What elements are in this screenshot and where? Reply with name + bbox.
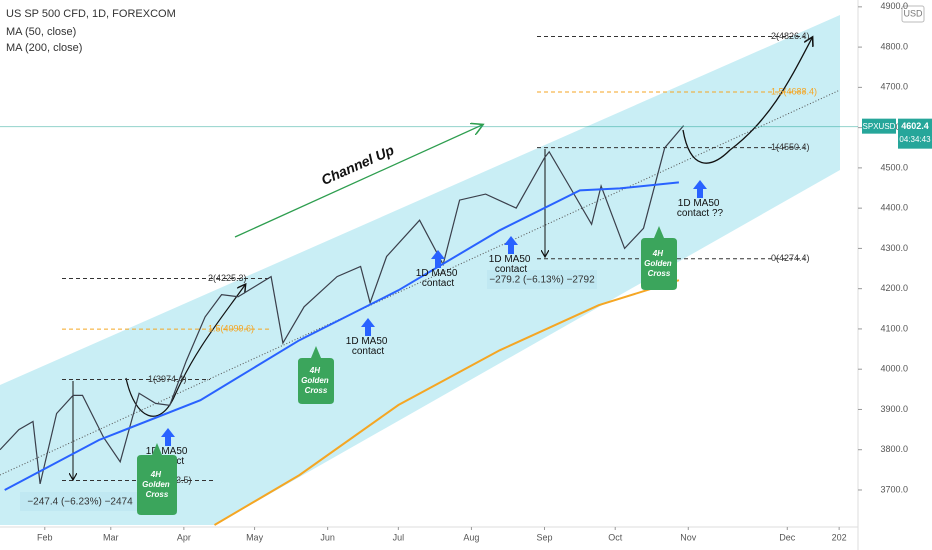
cross-box	[298, 346, 334, 404]
measure-label: −247.4 (−6.23%) −2474	[27, 497, 133, 508]
x-tick-label: Feb	[37, 532, 53, 542]
trend-arrow	[234, 125, 482, 238]
y-tick-label: 3800.0	[880, 444, 908, 454]
x-tick-label: Jul	[393, 532, 405, 542]
projection	[125, 285, 245, 417]
countdown: 04:34:43	[899, 135, 931, 144]
y-tick-label: 4100.0	[880, 323, 908, 333]
y-tick-label: 3700.0	[880, 484, 908, 494]
price-label: 4602.4	[901, 121, 929, 131]
fib-label: 2(4826.4)	[771, 31, 810, 41]
y-tick-label: 4500.0	[880, 162, 908, 172]
y-tick-label: 4400.0	[880, 203, 908, 213]
fib-label: 2(4225.3)	[208, 273, 247, 283]
cross-label: 4H Golden Cross	[301, 366, 331, 395]
x-tick-label: Nov	[680, 532, 697, 542]
x-tick-label: Aug	[463, 532, 479, 542]
contact-arrow	[504, 236, 518, 254]
contact-arrow	[693, 180, 707, 198]
contact-arrow	[161, 428, 175, 446]
symbol: SPXUSD	[863, 122, 896, 131]
y-tick-label: 4900.0	[880, 1, 908, 11]
indicator: MA (50, close)	[6, 26, 76, 38]
contact-label: 1D MA50 contact ??	[677, 198, 724, 219]
y-tick-label: 3900.0	[880, 404, 908, 414]
x-tick-label: 202	[832, 532, 847, 542]
y-tick-label: 4800.0	[880, 41, 908, 51]
cross-box	[137, 443, 177, 515]
x-tick-label: Jun	[320, 532, 335, 542]
contact-label: 1D MA50 contact	[489, 254, 533, 275]
fib-label: 1.5(4099.6)	[208, 323, 254, 333]
x-tick-label: Oct	[608, 532, 623, 542]
measure-box	[20, 492, 140, 511]
x-tick-label: Mar	[103, 532, 119, 542]
channel-mid	[0, 89, 841, 476]
currency: USD	[903, 8, 923, 18]
plot-area	[0, 15, 841, 525]
y-tick-label: 4700.0	[880, 82, 908, 92]
cross-box	[641, 226, 677, 290]
contact-arrow	[431, 250, 445, 268]
x-tick-label: Sep	[536, 532, 552, 542]
price-tag	[898, 118, 932, 149]
fib-label: 1.5(4688.4)	[771, 86, 817, 96]
series-line	[4, 181, 680, 491]
x-tick-label: May	[246, 532, 264, 542]
fib-label: 1(3974.4)	[148, 374, 187, 384]
contact-label: 1D MA50 contact	[416, 268, 460, 289]
contact-label: 1D MA50 contact	[346, 336, 390, 357]
projection	[682, 38, 812, 164]
cross-label: 4H Golden Cross	[644, 249, 674, 278]
contact-arrow	[361, 318, 375, 336]
x-tick-label: Apr	[177, 532, 191, 542]
y-tick-label: 4300.0	[880, 243, 908, 253]
chart-title: US SP 500 CFD, 1D, FOREXCOM	[6, 8, 176, 20]
y-tick-label: 4000.0	[880, 364, 908, 374]
fib-label: 0(4274.4)	[771, 253, 810, 263]
series-line	[0, 125, 685, 485]
indicator: MA (200, close)	[6, 42, 82, 54]
symbol-tag	[862, 118, 896, 134]
cross-label: 4H Golden Cross	[142, 470, 172, 499]
measure-label: −279.2 (−6.13%) −2792	[489, 275, 595, 286]
x-tick-label: Dec	[779, 532, 796, 542]
series-line	[213, 279, 680, 526]
currency-box	[901, 5, 925, 23]
channel	[0, 15, 840, 525]
measure-box	[487, 270, 597, 289]
fib-label: 1(4550.4)	[771, 142, 810, 152]
y-tick-label: 4200.0	[880, 283, 908, 293]
